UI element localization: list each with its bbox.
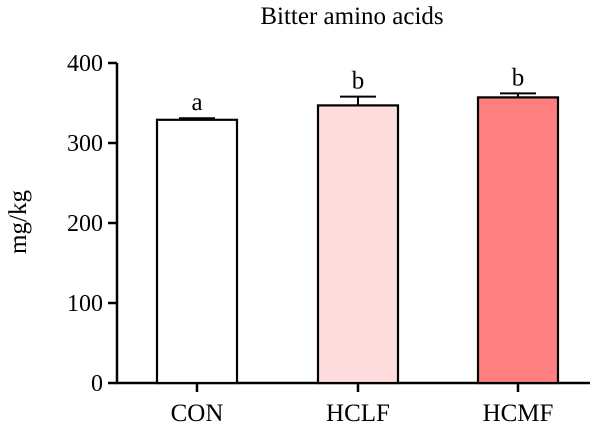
x-tick-label: HCLF — [326, 400, 390, 427]
y-tick-label: 0 — [91, 371, 103, 397]
x-tick-label: CON — [171, 400, 224, 427]
y-tick-label: 300 — [67, 131, 103, 157]
bar-hcmf — [476, 96, 560, 385]
chart-title: Bitter amino acids — [260, 3, 443, 30]
significance-label: b — [352, 68, 365, 95]
significance-label: a — [191, 89, 202, 116]
plot-area: 0 100 200 300 400 a CON b HCLF b HCMF — [67, 51, 590, 427]
y-axis-label: mg/kg — [5, 190, 32, 254]
bar-con — [155, 118, 239, 385]
y-tick-label: 400 — [67, 51, 103, 77]
x-tick-label: HCMF — [483, 400, 554, 427]
bar-hclf — [316, 104, 400, 385]
y-tick-label: 200 — [67, 211, 103, 237]
significance-label: b — [512, 64, 525, 91]
y-tick-label: 100 — [67, 291, 103, 317]
